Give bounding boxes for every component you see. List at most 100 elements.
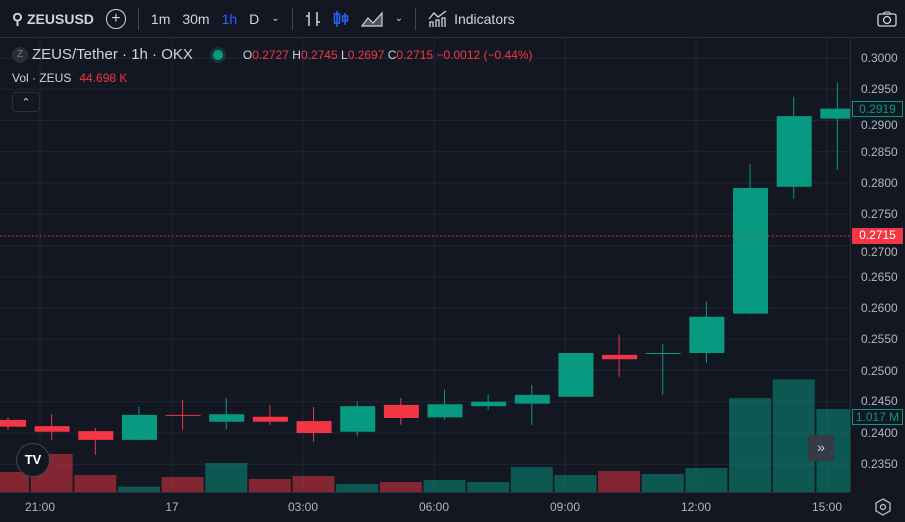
time-tick: 06:00 (418, 500, 450, 514)
high-value: 0.2745 (300, 47, 338, 62)
candle-body (383, 404, 419, 418)
price-tick: 0.2800 (861, 176, 898, 190)
volume-bar (685, 468, 728, 492)
candle-body (209, 414, 245, 422)
chart-pane[interactable]: Z ZEUS/Tether · 1h · OKX O0.2727 H0.2745… (0, 38, 850, 492)
price-tick: 0.2700 (861, 245, 898, 260)
symbol-logo: Z (12, 46, 28, 63)
candles-style-button[interactable] (327, 0, 355, 37)
open-value: 0.2727 (252, 47, 289, 62)
volume-bar (205, 463, 248, 492)
volume-bar (423, 480, 466, 492)
compare-button[interactable]: + (100, 0, 132, 37)
area-chart-icon (360, 10, 383, 27)
volume-bar (772, 379, 815, 492)
price-tick: 0.2450 (861, 394, 898, 408)
top-toolbar: ⚲ ZEUSUSD + 1m 30m 1h D ⌄ ⌄ Indicators (0, 0, 905, 38)
search-icon: ⚲ (12, 10, 23, 28)
last-close-label: 0.2919 (852, 100, 903, 117)
price-tick: 0.2350 (861, 457, 898, 472)
chevron-down-icon: ⌄ (394, 13, 404, 24)
candle-body (558, 353, 594, 397)
volume-bar (74, 475, 117, 492)
volume-value: 44.698 K (79, 71, 128, 85)
close-value: 0.2715 (396, 47, 434, 62)
candle-body (602, 354, 638, 360)
interval-D[interactable]: D (249, 10, 260, 27)
interval-dropdown[interactable]: ⌄ (265, 0, 285, 37)
candle-body (471, 401, 507, 407)
time-tick: 09:00 (549, 500, 581, 514)
price-tick: 0.2750 (861, 207, 898, 222)
volume-bar (336, 484, 379, 492)
settings-button[interactable] (874, 498, 892, 516)
price-tick: 0.2600 (861, 301, 898, 315)
volume-bar (554, 475, 597, 492)
volume-bar (467, 482, 510, 492)
plus-circle-icon: + (105, 8, 126, 29)
divider (291, 7, 293, 30)
time-tick: 12:00 (680, 500, 712, 514)
ohlc-values: O0.2727 H0.2745 L0.2697 C0.2715 −0.0012 … (243, 48, 533, 62)
symbol-name: ZEUSUSD (27, 10, 94, 27)
candle-body (0, 419, 26, 427)
scroll-to-realtime-button[interactable]: » (808, 435, 834, 461)
time-axis[interactable]: 21:00 17 03:00 06:00 09:00 12:00 15:00 (0, 492, 850, 522)
close-label: C (387, 47, 397, 62)
bars-style-button[interactable] (299, 0, 327, 37)
volume-bar (0, 472, 29, 492)
time-tick: 03:00 (287, 500, 319, 514)
price-tick: 0.2850 (861, 144, 898, 159)
volume-bar (598, 471, 641, 492)
candle-body (776, 116, 812, 187)
interval-1h[interactable]: 1h (221, 10, 238, 27)
time-tick: 17 (165, 500, 179, 514)
price-tick: 0.2500 (861, 363, 898, 378)
volume-bar (248, 479, 291, 492)
interval-1m[interactable]: 1m (150, 10, 171, 27)
volume-bar (510, 467, 553, 492)
price-tick: 0.2550 (861, 332, 898, 347)
change-value: −0.0012 (−0.44%) (436, 47, 533, 62)
market-status-icon (212, 49, 223, 60)
area-style-button[interactable] (355, 0, 389, 37)
candle-body (252, 416, 288, 422)
candlestick-chart[interactable] (0, 38, 850, 492)
volume-label: Vol · ZEUS (12, 71, 72, 85)
price-tick: 0.2400 (861, 426, 898, 440)
candle-body (340, 406, 376, 432)
chart-style-dropdown[interactable]: ⌄ (389, 0, 409, 37)
volume-bar (117, 486, 160, 492)
legend-row: Z ZEUS/Tether · 1h · OKX O0.2727 H0.2745… (12, 46, 533, 63)
collapse-legend-button[interactable]: ⌃ (12, 92, 40, 112)
open-label: O (242, 47, 253, 62)
price-axis[interactable]: 0.3000 0.2950 0.2900 0.2850 0.2800 0.2750 0.27… (850, 38, 905, 492)
low-value: 0.2697 (347, 47, 385, 62)
candle-body (34, 426, 70, 432)
divider (137, 7, 139, 30)
candles-icon (333, 10, 348, 27)
last-price-label: 0.2715 (852, 228, 903, 245)
candle-body (645, 353, 681, 354)
last-volume-label: 1.017 M (852, 409, 903, 425)
candle-body (820, 108, 850, 119)
candle-body (514, 394, 550, 404)
snapshot-button[interactable] (871, 0, 905, 37)
price-tick: 0.2900 (861, 117, 898, 132)
price-tick: 0.2950 (861, 82, 898, 97)
candle-body (296, 421, 332, 433)
volume-legend: Vol · ZEUS 44.698 K (12, 71, 127, 85)
indicators-button[interactable]: Indicators (422, 0, 521, 37)
interval-30m[interactable]: 30m (182, 10, 210, 27)
gear-icon (875, 498, 891, 516)
symbol-search[interactable]: ⚲ ZEUSUSD (0, 0, 100, 37)
bars-icon (305, 11, 320, 26)
tradingview-logo[interactable]: TV (16, 443, 50, 477)
high-label: H (292, 47, 301, 62)
chevron-up-icon: ⌃ (21, 97, 31, 109)
indicators-icon (428, 9, 447, 27)
time-tick: 15:00 (811, 500, 843, 514)
divider (415, 7, 417, 30)
volume-bar (641, 474, 684, 492)
candle-body (165, 414, 201, 416)
